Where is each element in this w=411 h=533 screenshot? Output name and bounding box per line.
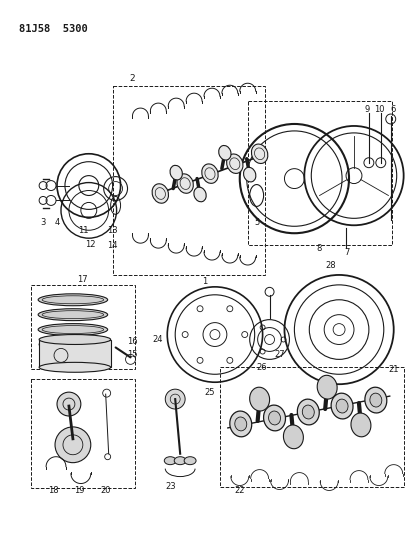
Text: 10: 10 (374, 104, 385, 114)
Text: 27: 27 (274, 350, 285, 359)
Ellipse shape (38, 324, 108, 336)
Ellipse shape (331, 393, 353, 419)
Text: 26: 26 (256, 363, 267, 372)
Circle shape (55, 427, 91, 463)
Text: 8: 8 (316, 244, 322, 253)
Ellipse shape (177, 174, 193, 193)
Ellipse shape (317, 375, 337, 399)
Ellipse shape (202, 164, 218, 183)
Text: 1: 1 (202, 277, 208, 286)
Text: 7: 7 (344, 248, 350, 256)
Circle shape (57, 392, 81, 416)
Ellipse shape (152, 184, 169, 203)
Ellipse shape (336, 399, 348, 413)
Text: 81J58  5300: 81J58 5300 (19, 23, 88, 34)
Ellipse shape (184, 457, 196, 465)
Ellipse shape (219, 146, 231, 160)
Text: 28: 28 (326, 261, 337, 270)
Text: 20: 20 (100, 486, 111, 495)
Ellipse shape (226, 154, 243, 173)
Ellipse shape (244, 167, 256, 182)
Ellipse shape (268, 411, 281, 425)
Bar (220, 367, 404, 487)
Bar (31, 379, 136, 488)
Ellipse shape (351, 413, 371, 437)
Ellipse shape (38, 294, 108, 306)
Ellipse shape (39, 338, 107, 350)
Bar (248, 101, 392, 245)
Text: 2: 2 (130, 74, 135, 83)
Ellipse shape (252, 144, 268, 164)
Text: 22: 22 (235, 486, 245, 495)
Text: 12: 12 (85, 240, 96, 249)
Text: 14: 14 (107, 240, 118, 249)
Text: 16: 16 (127, 337, 138, 346)
Text: 5: 5 (254, 218, 259, 227)
Ellipse shape (370, 393, 382, 407)
Ellipse shape (302, 405, 314, 419)
Ellipse shape (170, 165, 182, 180)
Text: 6: 6 (390, 104, 395, 114)
Text: 21: 21 (388, 365, 399, 374)
Ellipse shape (365, 387, 387, 413)
Bar (113, 86, 265, 275)
Bar (39, 340, 111, 367)
Text: 4: 4 (54, 218, 60, 227)
Ellipse shape (249, 387, 270, 411)
Text: 13: 13 (107, 226, 118, 235)
Bar (31, 285, 136, 369)
Text: 25: 25 (205, 387, 215, 397)
Ellipse shape (284, 425, 303, 449)
Ellipse shape (263, 405, 286, 431)
Text: 23: 23 (165, 482, 175, 491)
Text: 11: 11 (79, 226, 89, 235)
Text: 9: 9 (364, 104, 369, 114)
Ellipse shape (164, 457, 176, 465)
Ellipse shape (230, 411, 252, 437)
Circle shape (165, 389, 185, 409)
Text: 18: 18 (48, 486, 58, 495)
Text: 15: 15 (127, 350, 138, 359)
Text: 24: 24 (152, 335, 163, 344)
Ellipse shape (297, 399, 319, 425)
Ellipse shape (174, 457, 186, 465)
Text: 17: 17 (78, 276, 88, 285)
Ellipse shape (39, 335, 111, 344)
Ellipse shape (235, 417, 247, 431)
Text: 3: 3 (40, 218, 46, 227)
Ellipse shape (38, 309, 108, 321)
Ellipse shape (194, 187, 206, 202)
Ellipse shape (39, 362, 111, 372)
Text: 19: 19 (74, 486, 84, 495)
